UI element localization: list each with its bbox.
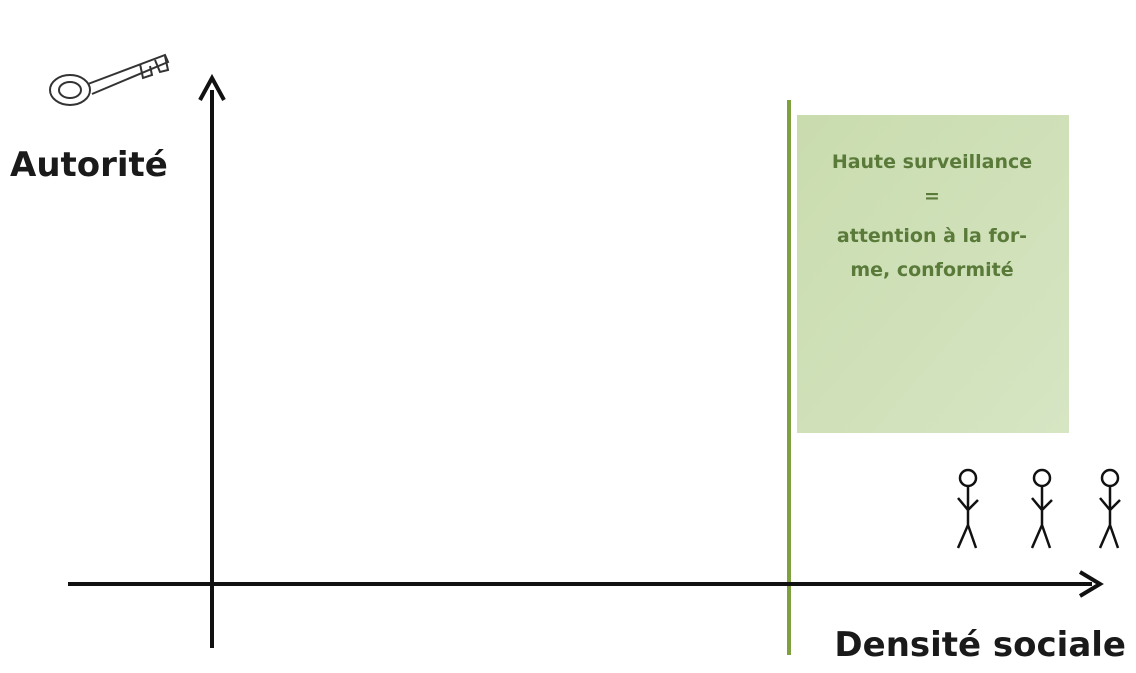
y-arrow bbox=[198, 73, 226, 101]
surveillance-box bbox=[797, 115, 1069, 433]
box-line: me, conformité bbox=[850, 259, 1013, 281]
people-icons bbox=[956, 468, 1121, 549]
key-icon bbox=[49, 53, 170, 106]
box-line: Haute surveillance bbox=[832, 151, 1032, 173]
x-arrow bbox=[1078, 570, 1104, 598]
box-line: = bbox=[924, 185, 940, 207]
box-line: attention à la for- bbox=[837, 225, 1027, 247]
x-axis-label: Densité sociale bbox=[834, 625, 1126, 665]
y-axis-label: Autorité bbox=[10, 145, 168, 185]
